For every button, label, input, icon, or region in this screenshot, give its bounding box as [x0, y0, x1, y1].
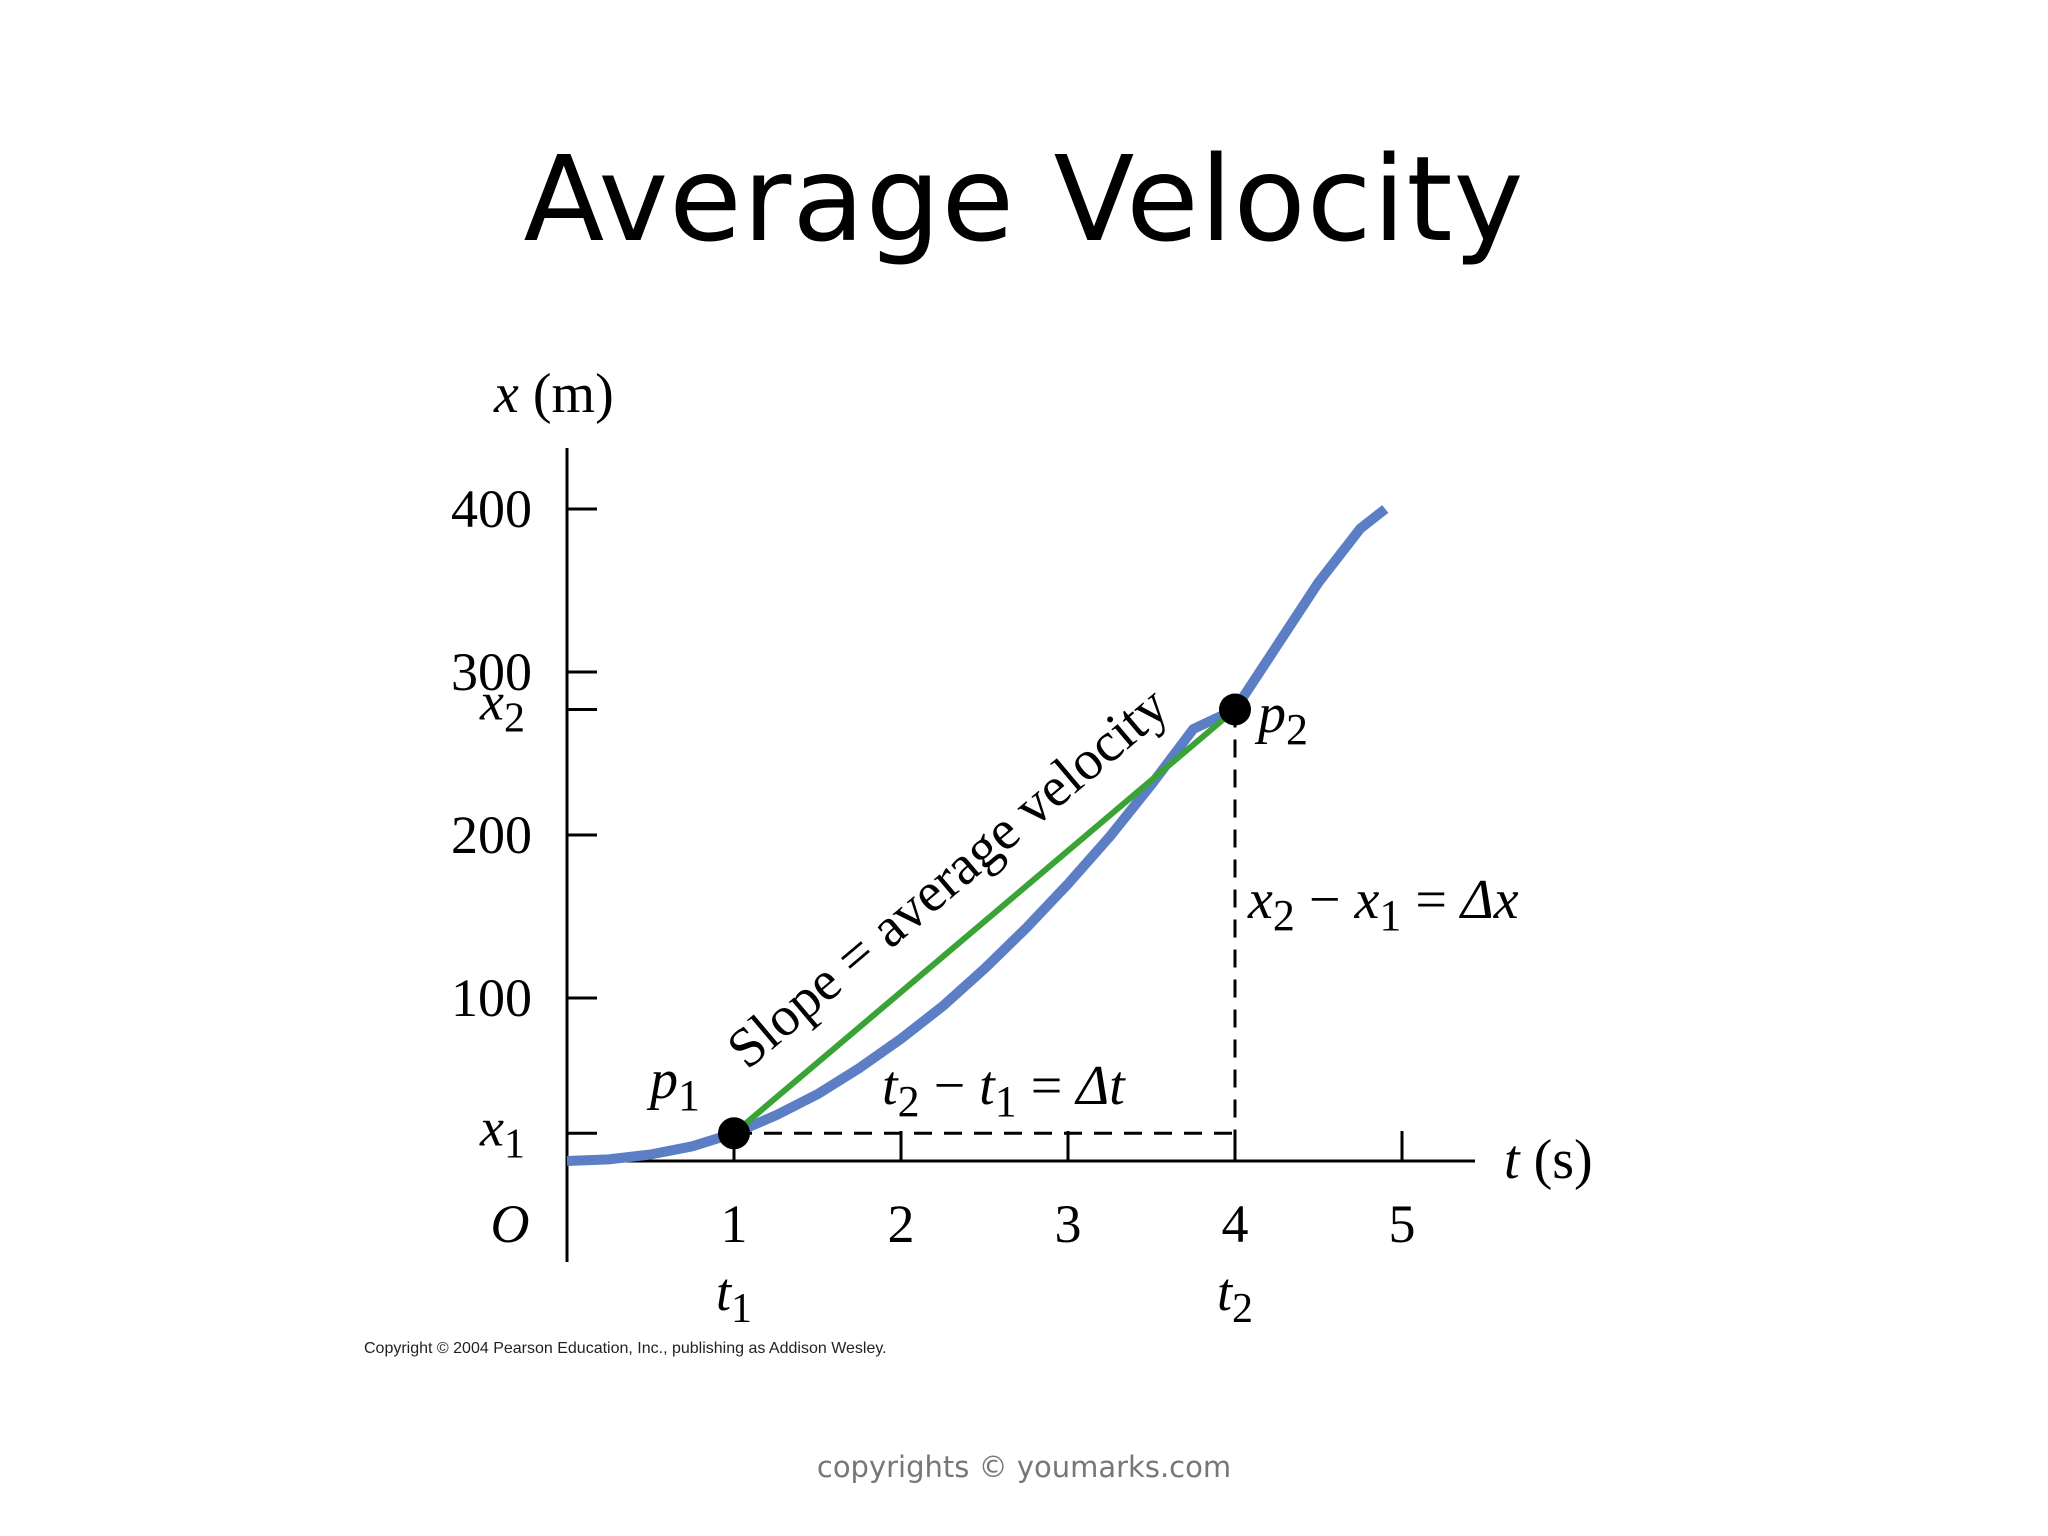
x-tick-label-1: 1: [721, 1194, 748, 1254]
origin-label: O: [491, 1194, 530, 1254]
point-label-p2: p2: [1254, 683, 1308, 754]
y-label-x2: x2: [479, 671, 525, 741]
x-tick-label-4: 4: [1222, 1194, 1249, 1254]
y-label-x1: x1: [479, 1097, 525, 1167]
delta-x-label: x2 − x1 = Δx: [1247, 869, 1519, 940]
x-tick-label-2: 2: [888, 1194, 915, 1254]
x-label-t2: t2: [1217, 1262, 1253, 1332]
chart-marks: [566, 505, 1389, 1166]
y-tick-label-100: 100: [451, 968, 532, 1028]
footer-copyright: copyrights © youmarks.com: [816, 1450, 1232, 1484]
chart-labels: 100 200 300 400 1 2 3 4 5 x1 x2 t1 t2 Ox (m) t (s) Slop…: [451, 363, 1593, 1332]
x-tick-label-3: 3: [1055, 1194, 1082, 1254]
secant-line: [732, 707, 1237, 1136]
point-label-p1: p1: [646, 1049, 700, 1120]
y-axis-title: x (m): [493, 363, 614, 425]
y-tick-label-300: 300: [451, 642, 532, 702]
x-label-t1: t1: [716, 1262, 752, 1332]
y-tick-label-400: 400: [451, 479, 532, 539]
x-axis-title: t (s): [1504, 1129, 1593, 1191]
slide-title: Average Velocity: [523, 130, 1525, 268]
secant-label: Slope = average velocity: [716, 675, 1180, 1081]
y-tick-label-200: 200: [451, 805, 532, 865]
point-p2: [1219, 693, 1251, 726]
figure-copyright: Copyright © 2004 Pearson Education, Inc.…: [364, 1340, 887, 1357]
point-p1: [718, 1117, 750, 1150]
position-curve: [566, 505, 1389, 1166]
delta-t-label: t2 − t1 = Δt: [882, 1055, 1126, 1126]
x-tick-label-5: 5: [1389, 1194, 1416, 1254]
